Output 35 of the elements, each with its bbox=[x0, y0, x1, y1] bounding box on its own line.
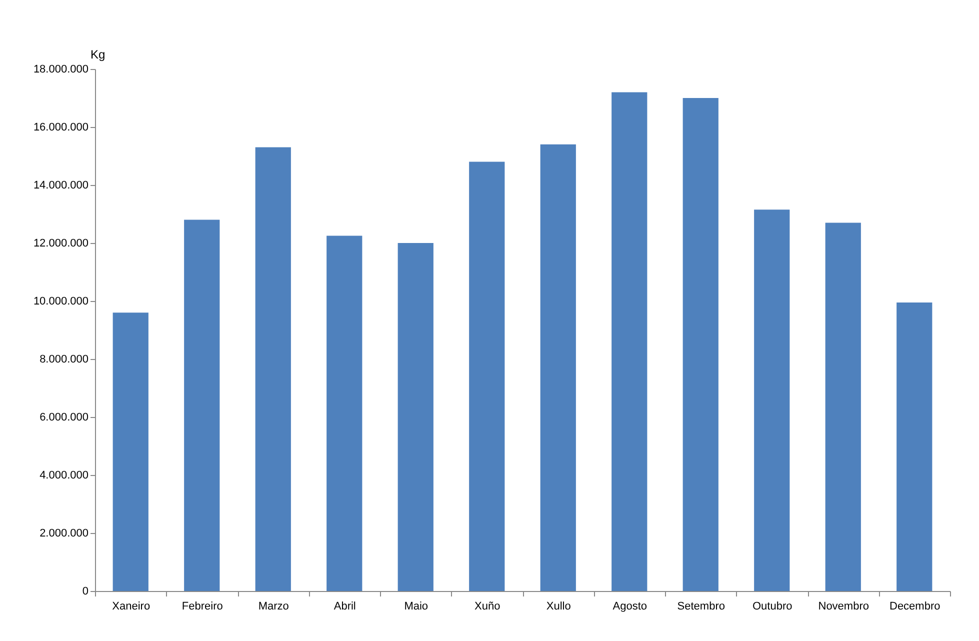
x-tick-label: Xuño bbox=[474, 600, 500, 612]
x-tick-label: Xaneiro bbox=[112, 600, 150, 612]
x-tick-label: Xullo bbox=[546, 600, 571, 612]
x-tick-label: Maio bbox=[404, 600, 428, 612]
bar bbox=[469, 162, 505, 591]
bar bbox=[255, 147, 291, 591]
bar bbox=[326, 236, 362, 591]
bar bbox=[896, 302, 932, 591]
x-tick-label: Outubro bbox=[752, 600, 792, 612]
y-axis-title: Kg bbox=[90, 48, 106, 62]
y-tick-label: 10.000.000 bbox=[33, 296, 88, 308]
x-tick-label: Decembro bbox=[890, 600, 940, 612]
bar bbox=[612, 92, 648, 591]
bar bbox=[112, 312, 148, 591]
y-tick-label: 18.000.000 bbox=[33, 64, 88, 76]
x-tick-label: Abril bbox=[334, 600, 356, 612]
x-tick-label: Marzo bbox=[258, 600, 289, 612]
bar bbox=[754, 210, 790, 591]
y-tick-label: 2.000.000 bbox=[40, 528, 88, 540]
y-tick-label: 6.000.000 bbox=[40, 412, 88, 424]
x-tick-label: Agosto bbox=[612, 600, 647, 612]
y-tick-label: 16.000.000 bbox=[33, 122, 88, 134]
y-tick-label: 4.000.000 bbox=[40, 470, 88, 482]
x-tick-label: Febreiro bbox=[182, 600, 223, 612]
bar bbox=[825, 222, 861, 591]
bar bbox=[184, 220, 220, 591]
bar bbox=[682, 98, 718, 591]
x-tick-label: Novembro bbox=[818, 600, 869, 612]
bar bbox=[398, 243, 434, 591]
bar bbox=[540, 144, 576, 591]
y-tick-label: 8.000.000 bbox=[40, 354, 88, 366]
y-tick-label: 14.000.000 bbox=[33, 180, 88, 192]
x-tick-label: Setembro bbox=[677, 600, 725, 612]
y-tick-label: 0 bbox=[82, 586, 88, 598]
y-tick-label: 12.000.000 bbox=[33, 238, 88, 250]
